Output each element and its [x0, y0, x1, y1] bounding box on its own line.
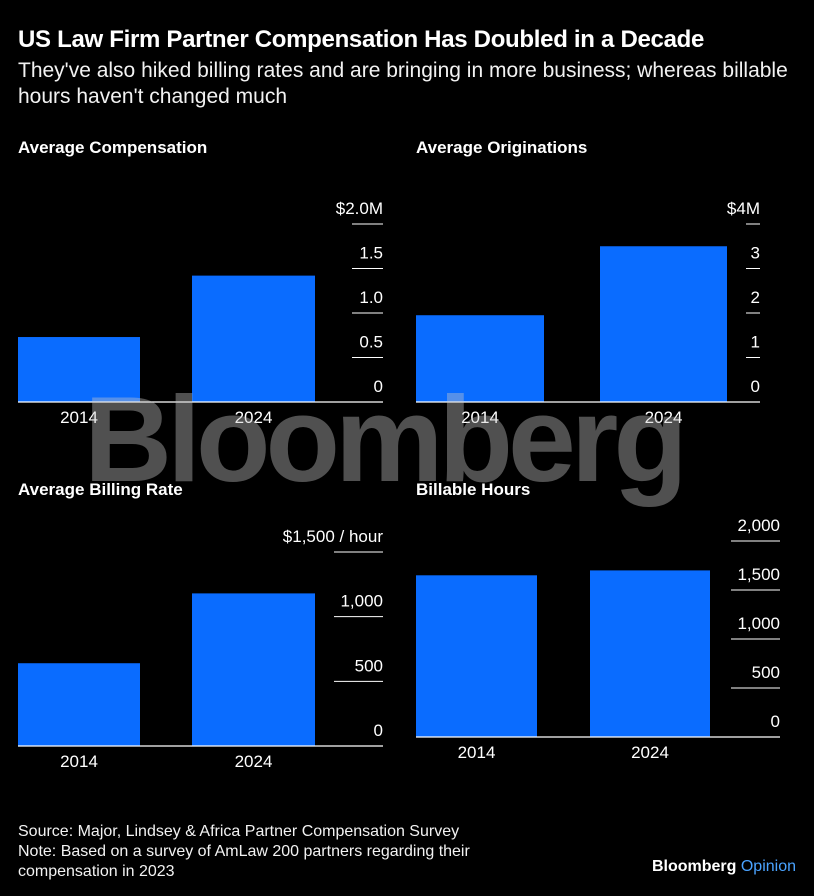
- survey-note-line-2: compensation in 2023: [18, 863, 175, 880]
- footer-notes: Source: Major, Lindsey & Africa Partner …: [18, 822, 578, 882]
- x-tick-label: 2024: [631, 743, 669, 762]
- bar-2024: [192, 275, 315, 402]
- bar-2024: [600, 246, 727, 402]
- chart-average-billing-rate: 0 500 1,000 $1,500 / hour 2014 2024: [18, 527, 384, 771]
- chart-billable-hours: 0 500 1,000 1,500 2,000 2014 2024: [416, 516, 780, 762]
- y-tick-label: $4M: [727, 199, 760, 218]
- bar-2024: [192, 593, 315, 746]
- y-tick-label: 1: [751, 333, 760, 352]
- y-tick-label: 0: [374, 377, 383, 396]
- y-tick-label: 1,500: [737, 565, 780, 584]
- y-tick-label: 2,000: [737, 516, 780, 535]
- panel-title: Average Billing Rate: [18, 480, 183, 499]
- panel-average-originations: Average Originations 0 1 2 3 $4M 2014 2024: [416, 138, 796, 428]
- bar-2014: [18, 337, 140, 402]
- bar-2014: [416, 575, 537, 737]
- chart-title: US Law Firm Partner Compensation Has Dou…: [18, 26, 705, 53]
- bar-2014: [18, 663, 140, 746]
- y-tick-label: 1,000: [340, 592, 383, 611]
- x-tick-label: 2024: [235, 752, 273, 771]
- survey-note-line-1: Note: Based on a survey of AmLaw 200 par…: [18, 843, 470, 860]
- panel-average-billing-rate: Average Billing Rate 0 500 1,000 $1,500 / h…: [18, 480, 398, 780]
- y-tick-label: 0: [751, 377, 760, 396]
- y-tick-label: 1.5: [359, 244, 383, 263]
- source-note: Source: Major, Lindsey & Africa Partner …: [18, 823, 460, 840]
- brand-name: Bloomberg: [651, 858, 737, 875]
- y-tick-label: 2: [751, 288, 760, 307]
- x-tick-label: 2014: [461, 408, 499, 427]
- x-tick-label: 2014: [458, 743, 496, 762]
- y-tick-label: 500: [752, 663, 780, 682]
- x-tick-label: 2014: [60, 752, 98, 771]
- bar-2014: [416, 315, 544, 402]
- panel-billable-hours: Billable Hours 0 500 1,000 1,500 2,000 2014 20…: [416, 480, 796, 780]
- x-tick-label: 2024: [645, 408, 683, 427]
- bloomberg-watermark: Bloomberg: [84, 371, 688, 507]
- panel-average-compensation: Average Compensation 0 0.5 1.0 1.5 $2.0M 2014…: [18, 138, 398, 428]
- panel-title: Average Originations: [416, 138, 588, 157]
- x-tick-label: 2014: [60, 408, 98, 427]
- chart-subtitle: They've also hiked billing rates and are…: [18, 59, 788, 108]
- y-tick-label: $1,500 / hour: [283, 527, 384, 546]
- y-tick-label: 0: [374, 721, 383, 740]
- bar-2024: [590, 570, 710, 737]
- brand-suffix: Opinion: [740, 858, 796, 875]
- chart-average-originations: 0 1 2 3 $4M 2014 2024: [416, 199, 760, 427]
- bloomberg-opinion-logo: Bloomberg Opinion: [652, 858, 796, 876]
- y-tick-label: 500: [355, 656, 383, 675]
- panel-title: Average Compensation: [18, 138, 208, 157]
- y-tick-label: 0: [771, 712, 780, 731]
- panel-title: Billable Hours: [416, 480, 531, 499]
- y-tick-label: 1,000: [737, 614, 780, 633]
- y-tick-label: 1.0: [359, 288, 383, 307]
- chart-average-compensation: 0 0.5 1.0 1.5 $2.0M 2014 2024: [18, 199, 383, 427]
- y-tick-label: 0.5: [359, 333, 383, 352]
- y-tick-label: $2.0M: [336, 199, 383, 218]
- y-tick-label: 3: [751, 244, 760, 263]
- x-tick-label: 2024: [235, 408, 273, 427]
